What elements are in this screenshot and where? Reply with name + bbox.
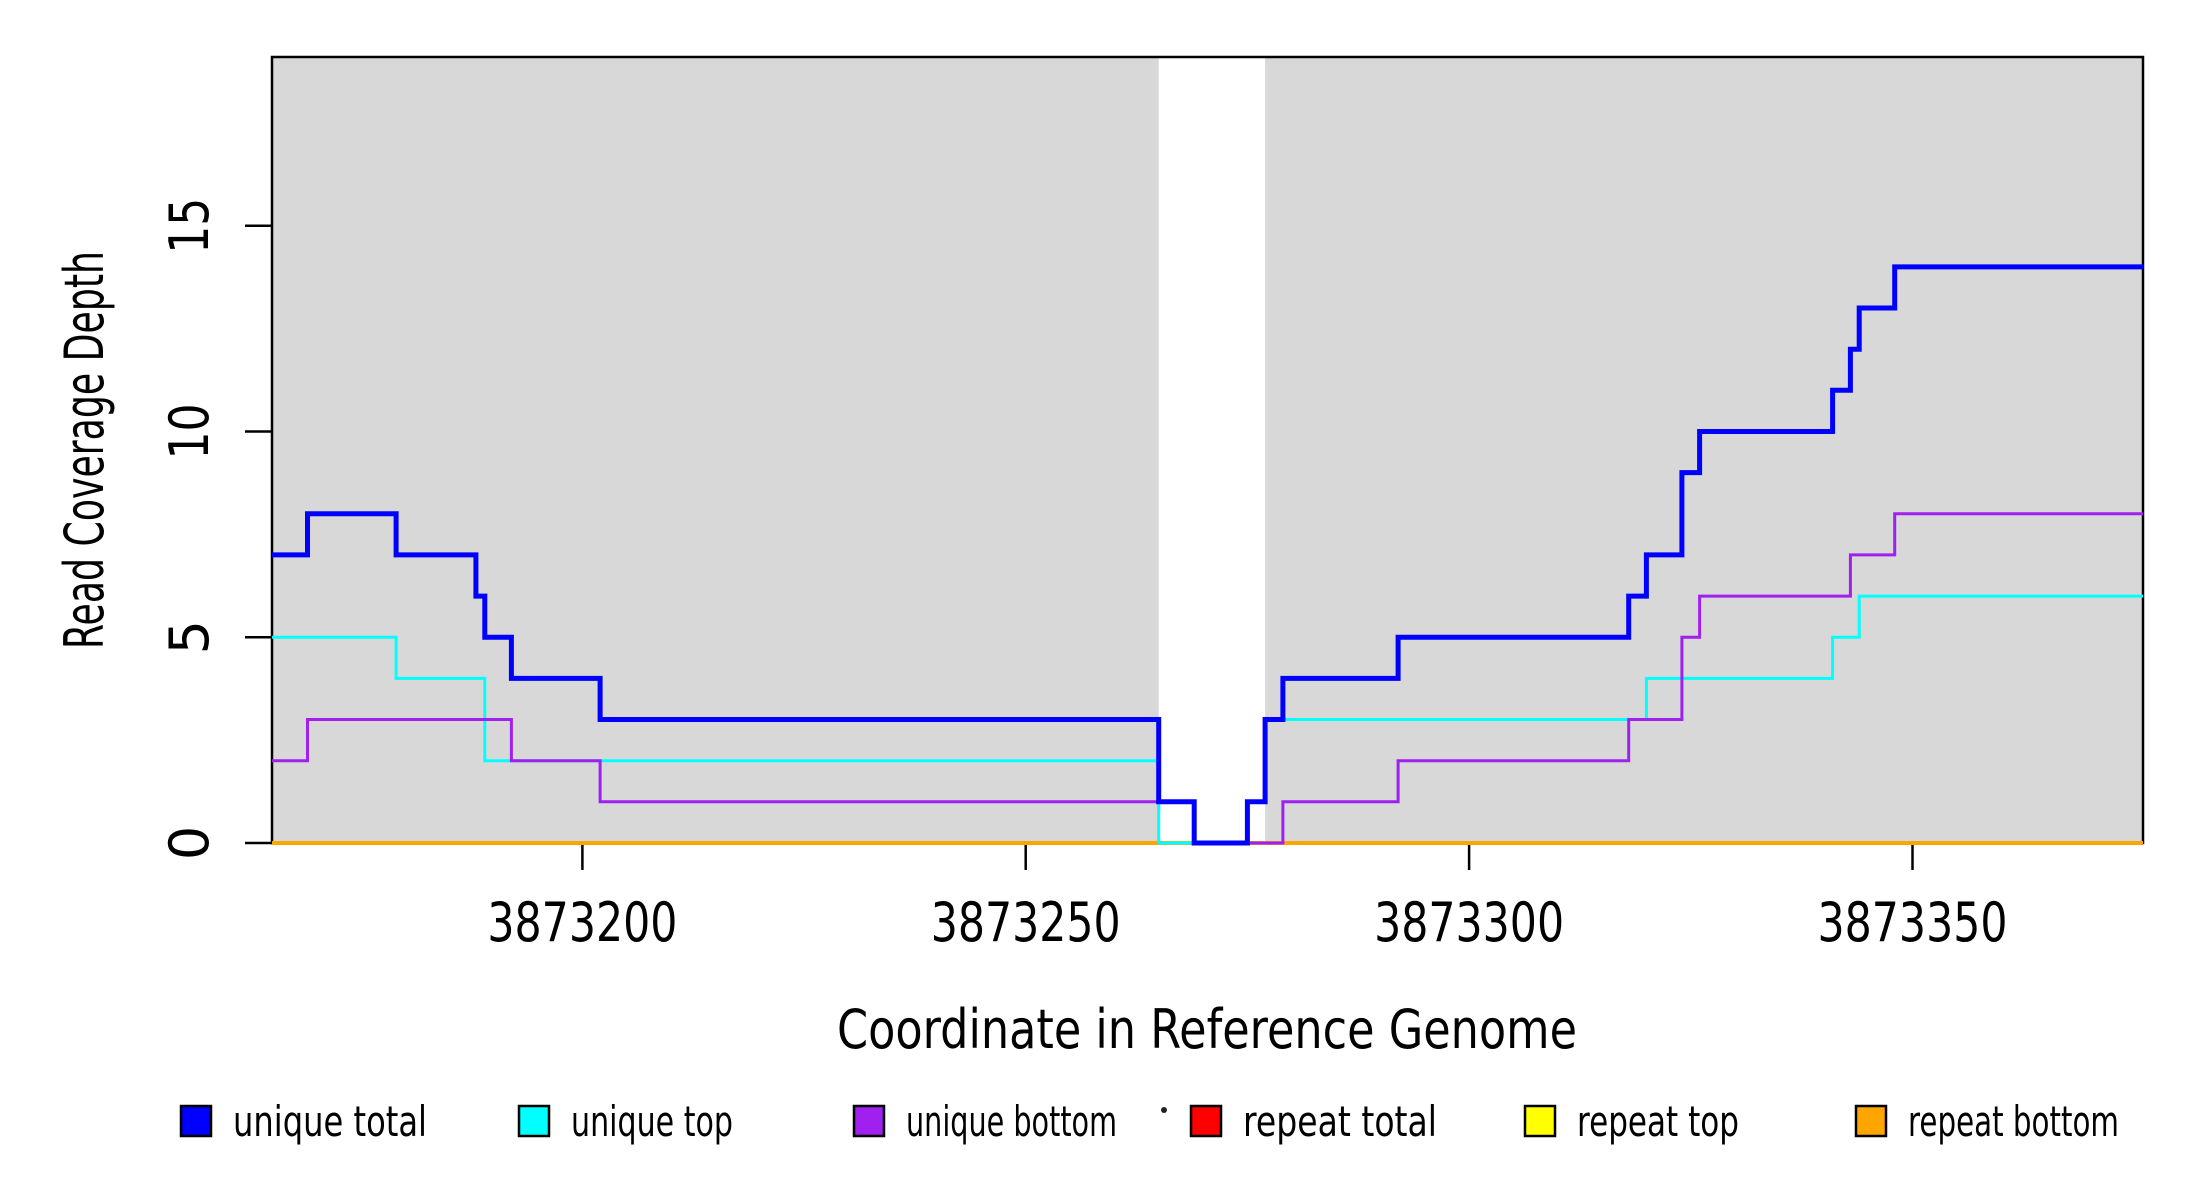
series-line-unique-total xyxy=(272,264,2143,846)
legend-swatch-unique-total xyxy=(179,1104,213,1138)
x-tick-label: 3873250 xyxy=(931,891,1121,954)
legend-swatch-unique-bottom xyxy=(852,1104,886,1138)
legend-swatch-repeat-top xyxy=(1523,1104,1557,1138)
legend-item-repeat-bottom: repeat bottom xyxy=(1854,1097,2119,1146)
legend-label: unique total xyxy=(233,1097,427,1146)
y-tick-label: 10 xyxy=(158,404,221,460)
legend-label: unique bottom xyxy=(906,1097,1117,1146)
legend-item-unique-total: unique total xyxy=(179,1097,427,1146)
legend-swatch-repeat-bottom xyxy=(1854,1104,1888,1138)
legend: unique total unique top unique bottom repea… xyxy=(179,1097,2119,1146)
legend-label: repeat top xyxy=(1577,1097,1739,1146)
legend-swatch-unique-top xyxy=(517,1104,551,1138)
legend-item-repeat-total: repeat total xyxy=(1189,1097,1437,1146)
mappability-bands xyxy=(272,57,2143,843)
y-tick-label: 5 xyxy=(158,620,221,654)
x-axis-title: Coordinate in Reference Genome xyxy=(837,998,1577,1061)
y-tick-label: 15 xyxy=(158,198,221,254)
gray-band xyxy=(1265,57,2143,843)
legend-item-repeat-top: repeat top xyxy=(1523,1097,1739,1146)
y-tick-label: 0 xyxy=(158,826,221,860)
y-axis-title: Read Coverage Depth xyxy=(53,251,116,649)
x-tick-label: 3873300 xyxy=(1374,891,1564,954)
legend-stray-dot xyxy=(1161,1107,1167,1113)
legend-label: repeat bottom xyxy=(1908,1097,2119,1146)
series-lines xyxy=(272,264,2143,846)
legend-label: repeat total xyxy=(1243,1097,1437,1146)
gray-band xyxy=(272,57,1159,843)
legend-swatch-repeat-total xyxy=(1189,1104,1223,1138)
series-line-unique-bottom xyxy=(272,512,2143,845)
y-axis: 0 5 10 15 xyxy=(158,198,272,860)
legend-item-unique-top: unique top xyxy=(517,1097,733,1146)
legend-label: unique top xyxy=(571,1097,733,1146)
x-tick-label: 3873350 xyxy=(1818,891,2008,954)
x-tick-label: 3873200 xyxy=(487,891,677,954)
legend-item-unique-bottom: unique bottom xyxy=(852,1097,1117,1146)
x-axis: 3873200 3873250 3873300 3873350 xyxy=(487,843,2008,954)
